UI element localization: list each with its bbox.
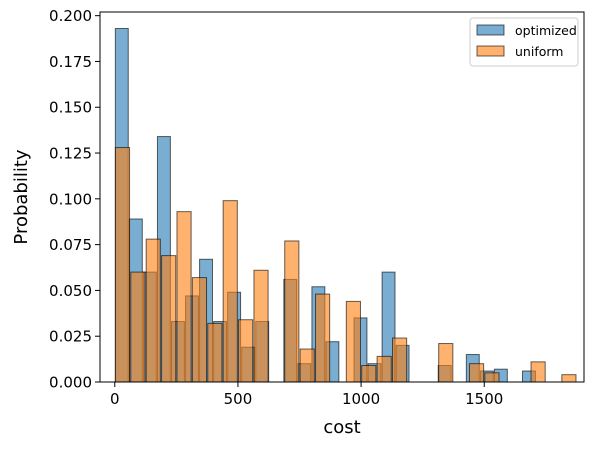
- x-tick-label: 500: [224, 390, 253, 408]
- bar-uniform-2: [145, 238, 161, 383]
- bar-uniform-19: [484, 372, 500, 383]
- y-tick-label: 0.025: [49, 328, 92, 346]
- y-tick-label: 0.000: [49, 374, 92, 392]
- legend-swatch-uniform: [476, 45, 505, 57]
- bar-uniform-3: [161, 255, 177, 383]
- bar-uniform-5: [191, 277, 208, 383]
- x-tick-label: 0: [110, 390, 120, 408]
- x-axis: 0 500 1000 1500: [110, 382, 503, 408]
- bar-uniform-10: [284, 240, 300, 383]
- plot-frame: [99, 11, 585, 383]
- bar-uniform-17: [438, 343, 454, 383]
- bars-layer: [114, 27, 577, 383]
- y-tick-label: 0.100: [49, 190, 92, 208]
- y-tick-label: 0.150: [49, 99, 92, 117]
- y-tick-label: 0.175: [49, 53, 92, 71]
- bar-uniform-20: [530, 361, 546, 383]
- x-tick-label: 1000: [342, 390, 380, 408]
- y-tick-label: 0.200: [49, 7, 92, 25]
- bar-uniform-14: [361, 365, 377, 383]
- bar-uniform-16: [391, 337, 408, 383]
- legend-label-uniform: uniform: [515, 44, 563, 59]
- bar-uniform-15: [376, 355, 392, 383]
- y-tick-label: 0.075: [49, 236, 92, 254]
- bar-uniform-21: [561, 374, 577, 383]
- bar-uniform-7: [222, 200, 238, 383]
- y-tick-label: 0.125: [49, 145, 92, 163]
- bar-uniform-8: [238, 319, 254, 383]
- bar-uniform-4: [176, 211, 192, 383]
- bar-uniform-1: [130, 271, 146, 383]
- y-tick-label: 0.050: [49, 282, 92, 300]
- legend-label-optimized: optimized: [515, 23, 577, 38]
- bar-uniform-9: [253, 269, 269, 383]
- bar-uniform-0: [114, 147, 131, 383]
- bar-uniform-12: [315, 293, 331, 383]
- x-tick-label: 1500: [465, 390, 503, 408]
- bar-uniform-18: [468, 363, 485, 383]
- bar-uniform-13: [345, 300, 361, 383]
- legend-swatch-optimized: [476, 24, 505, 36]
- bar-uniform-6: [207, 322, 223, 383]
- y-axis: 0.000 0.025 0.050 0.075 0.100 0.125 0.150 0.175…: [49, 7, 100, 392]
- bar-uniform-11: [299, 348, 315, 383]
- y-axis-label: Probability: [11, 149, 32, 244]
- legend: optimized uniform: [469, 17, 579, 67]
- x-axis-label: cost: [323, 417, 360, 438]
